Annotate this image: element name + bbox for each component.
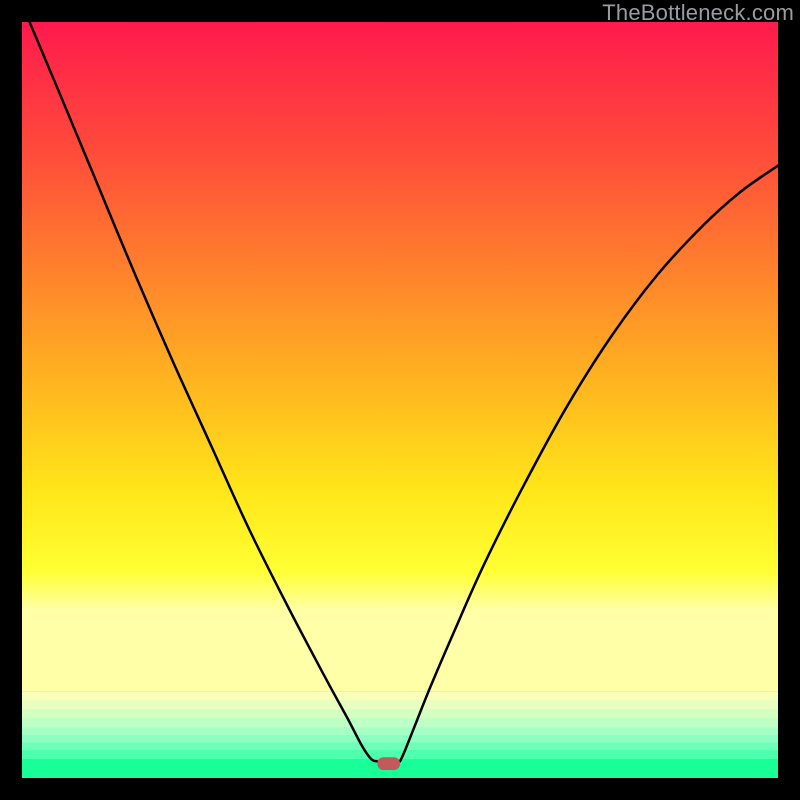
image-root: TheBottleneck.com — [0, 0, 800, 800]
chart-frame — [22, 22, 778, 778]
chart-band-5 — [22, 735, 778, 743]
chart-band-0 — [22, 691, 778, 701]
chart-band-1 — [22, 700, 778, 710]
chart-band-7 — [22, 750, 778, 760]
optimal-point-marker — [377, 757, 400, 770]
chart-band-6 — [22, 742, 778, 750]
chart-band-2 — [22, 709, 778, 719]
chart-band-3 — [22, 718, 778, 728]
chart-band-4 — [22, 727, 778, 735]
chart-gradient-bg — [22, 22, 778, 691]
watermark-text: TheBottleneck.com — [602, 0, 794, 26]
bottleneck-curve-chart — [22, 22, 778, 778]
